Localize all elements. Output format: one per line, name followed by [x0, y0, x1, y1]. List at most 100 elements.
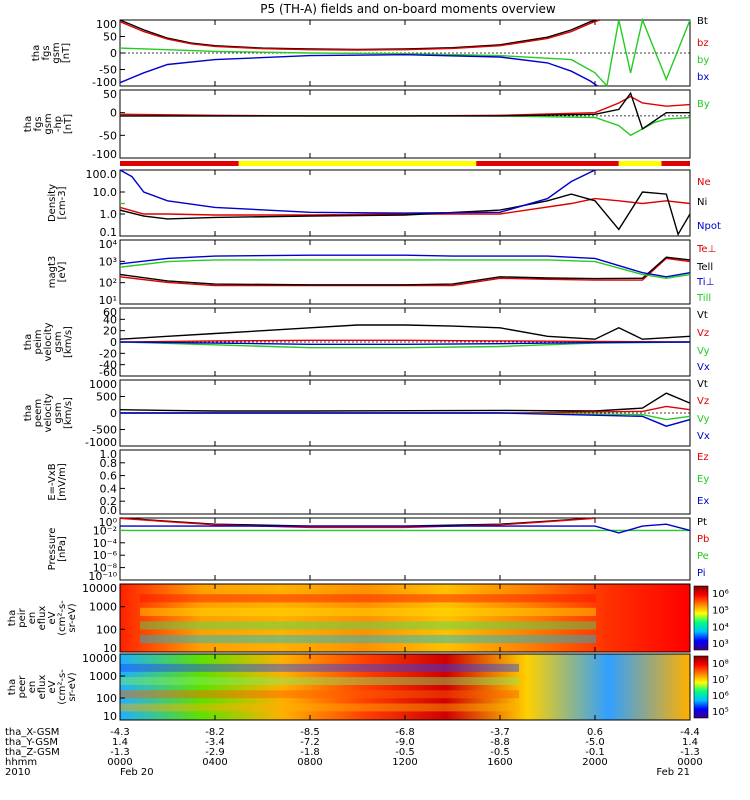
series-line-till — [119, 259, 691, 280]
x-axis-row-value: Feb 20 — [120, 767, 154, 778]
y-axis-label-line: tha — [31, 45, 42, 61]
y-tick-label: 1.0 — [100, 208, 118, 221]
x-axis-row-value: 0800 — [297, 757, 322, 768]
x-axis-row-value: -8.5 — [300, 727, 320, 738]
series-line-vx — [119, 341, 691, 345]
legend-entry: Ez — [697, 452, 709, 463]
x-axis-row-value: 1.4 — [682, 737, 698, 748]
y-tick-label: 1000 — [89, 670, 117, 683]
y-axis-label: thapeirenefluxeV(cm²-s-sr-eV) — [7, 600, 78, 636]
legend-entry: Pb — [697, 534, 709, 545]
y-tick-label: 20 — [103, 325, 117, 338]
y-tick-label: 10⁴ — [99, 238, 118, 251]
series-line-bz — [119, 19, 601, 51]
series-line-by — [120, 115, 691, 137]
y-tick-label: 0.4 — [100, 482, 118, 495]
x-axis-row-value: -8.2 — [205, 727, 225, 738]
y-tick-label: 50 — [103, 31, 117, 44]
y-axis-label-line: eV — [47, 611, 58, 624]
y-axis-label-line: eflux — [37, 606, 48, 631]
y-axis-label: Pressure[nPa] — [47, 528, 68, 571]
panel-efield: 1.00.80.60.40.20.0 E=-VxB[mV/m] Ez Ey Ex — [47, 448, 709, 517]
series-line-npot — [119, 169, 596, 214]
y-tick-label: -40 — [99, 359, 117, 372]
y-axis-label-line: [nT] — [63, 114, 74, 134]
x-axis-row-value: -1.8 — [300, 747, 320, 758]
y-axis-label: thapeerenefluxeV(cm²-s-sr-eV) — [7, 669, 78, 705]
spectrogram-band — [120, 703, 519, 712]
y-tick-label: 10000 — [82, 652, 117, 665]
panel-fgs_hp: 50 0 -50 -100 thafgsgsm-hp[nT] By — [23, 88, 710, 161]
y-axis-label-line: tha — [7, 610, 18, 626]
legend-entry: Vz — [697, 396, 709, 407]
x-axis-row-value: Feb 21 — [656, 767, 690, 778]
y-tick-label: 10² — [99, 277, 117, 290]
spectrogram-band — [120, 677, 519, 686]
x-axis-row-value: -3.7 — [490, 727, 510, 738]
y-axis-label-line: eflux — [37, 675, 48, 700]
x-axis-row-value: 1.4 — [112, 737, 128, 748]
y-axis-label-line: en — [27, 612, 38, 625]
x-axis-row-value: -3.4 — [205, 737, 225, 748]
y-tick-label: 10.0 — [93, 186, 118, 199]
x-axis-row-value: -8.8 — [490, 737, 510, 748]
y-axis-label-line: tha — [23, 405, 34, 421]
y-axis-label-line: Density — [47, 184, 58, 222]
y-axis-label: thapeimvelocitygsm[km/s] — [23, 322, 74, 361]
panel-peer_eflux: 10⁸ 10⁷ 10⁶ 10⁵ 10000 1000 100 10 thapeereneflux… — [7, 652, 729, 723]
y-axis-label-line: eV — [47, 680, 58, 693]
legend-entry: Ti⊥ — [696, 277, 714, 288]
x-axis-row-value: -1.3 — [110, 747, 130, 758]
legend-entry: Vx — [697, 431, 710, 442]
legend-entry: bz — [697, 38, 709, 49]
y-axis-label: E=-VxB[mV/m] — [47, 463, 68, 501]
y-axis-label-line: peir — [17, 607, 28, 627]
legend-entry: Te⊥ — [696, 244, 716, 255]
series-line-vt — [119, 392, 691, 412]
y-tick-label: 1000 — [89, 601, 117, 614]
mode-segment — [238, 161, 477, 166]
legend-entry: Pi — [697, 568, 706, 579]
series-line-vz — [119, 339, 691, 343]
panel-density: 100.0 10.0 1.0 0.1 Density[cm-3] Ne Ni Npot — [47, 168, 721, 239]
x-axis-row-label: tha_Z-GSM — [5, 747, 60, 758]
x-axis-row-value: -2.9 — [205, 747, 225, 758]
y-axis-label-line: E=-VxB — [47, 463, 58, 500]
x-axis-row-value: 1600 — [487, 757, 512, 768]
y-tick-label: 0 — [110, 336, 117, 349]
legend-entry: by — [697, 55, 709, 66]
y-tick-label: 0.0 — [100, 504, 118, 517]
mode-bar — [120, 161, 690, 166]
y-tick-label: 0.2 — [100, 495, 118, 508]
y-axis-label-line: peim — [33, 329, 44, 354]
colorbar-tick: 10⁷ — [712, 675, 729, 686]
y-tick-label: 10000 — [82, 582, 117, 595]
colorbar-tick: 10⁸ — [712, 659, 729, 670]
colorbar — [693, 585, 709, 651]
y-tick-label: 10⁻¹⁰ — [88, 570, 117, 583]
panel-frame — [119, 169, 691, 237]
y-tick-label: -1000 — [85, 436, 117, 449]
y-axis-label-line: magt3 — [47, 256, 58, 289]
legend-entry: Till — [696, 293, 711, 304]
y-tick-label: 0 — [110, 407, 117, 420]
spectrogram-band — [140, 621, 596, 630]
colorbar — [693, 655, 709, 719]
colorbar-tick: 10⁴ — [712, 622, 729, 633]
panels: 100500-50-100thafgsgsm[nT]Btbzbybx500-50… — [7, 16, 729, 723]
figure-title: P5 (TH-A) fields and on-board moments ov… — [260, 2, 556, 16]
y-tick-label: 40 — [103, 313, 117, 326]
legend-entry: Vy — [697, 414, 710, 425]
y-axis-label-line: [cm-3] — [57, 186, 68, 219]
y-axis-label-line: en — [27, 681, 38, 694]
y-tick-label: 500 — [96, 391, 117, 404]
y-axis-label-line: peer — [17, 675, 28, 699]
series-line-vy — [120, 412, 691, 421]
legend-entry: Pt — [697, 517, 707, 528]
y-axis-label-line: [mV/m] — [57, 463, 68, 501]
y-axis-label-line: -hp — [53, 116, 64, 132]
spectrogram — [120, 584, 690, 652]
